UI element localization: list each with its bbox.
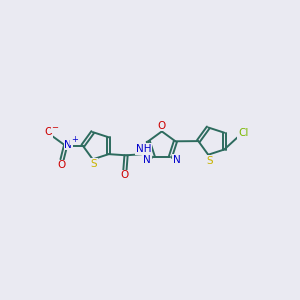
Text: −: − bbox=[52, 123, 58, 132]
Text: O: O bbox=[121, 170, 129, 180]
Text: S: S bbox=[91, 159, 97, 169]
Text: N: N bbox=[143, 155, 151, 165]
Text: S: S bbox=[206, 156, 213, 166]
Text: NH: NH bbox=[136, 144, 152, 154]
Text: N: N bbox=[173, 155, 181, 165]
Text: O: O bbox=[158, 121, 166, 130]
Text: N: N bbox=[64, 140, 72, 150]
Text: +: + bbox=[71, 135, 78, 144]
Text: O: O bbox=[44, 127, 53, 137]
Text: Cl: Cl bbox=[238, 128, 248, 138]
Text: O: O bbox=[58, 160, 66, 170]
